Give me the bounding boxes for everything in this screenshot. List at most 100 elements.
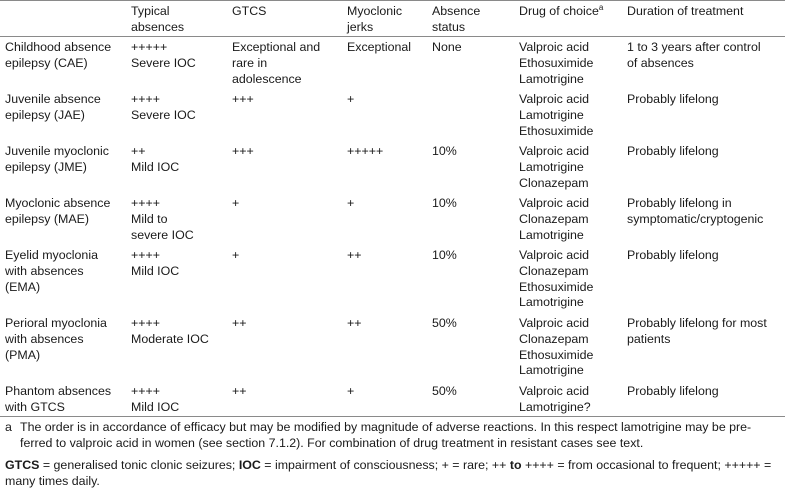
cell-syndrome: Childhood absence epilepsy (CAE) [5,40,111,72]
cell-drug-of-choice: Valproic acid Ethosuximide Lamotrigine [519,40,593,87]
cell-syndrome: Juvenile absence epilepsy (JAE) [5,92,101,124]
cell-line: Mild IOC [131,263,180,278]
cell-line: 50% [432,316,457,330]
cell-line: Ethosuximide [519,279,594,294]
cell-duration: 1 to 3 years after control of absences [627,40,761,72]
header-drug-of-choice: Drug of choicea [519,3,604,19]
cell-typical-absences: ++++ Severe IOC [131,92,196,124]
cell-myoclonic-jerks: ++ [347,316,361,332]
cell-line: Lamotrigine [519,71,584,86]
cell-myoclonic-jerks: ++ [347,248,361,264]
header-typical-absences: Typical absences [131,4,185,34]
cell-line: Clonazepam [519,175,589,190]
cell-syndrome: Myoclonic absence epilepsy (MAE) [5,196,110,228]
cell-typical-absences: ++++ Mild IOC [131,248,179,280]
cell-gtcs: + [232,196,239,212]
cell-line: +++ [232,92,254,106]
cell-drug-of-choice: Valproic acid Lamotrigine? [519,384,591,416]
cell-line: rare in [232,55,268,70]
cell-line: Severe IOC [131,107,196,122]
cell-line: Lamotrigine [519,227,584,242]
footnote-a-line: ferred to valproic acid in women (see se… [20,435,644,450]
cell-myoclonic-jerks: + [347,196,354,212]
cell-line: with absences [5,331,84,346]
cell-absence-status: 10% [432,196,457,212]
cell-line: ++++ [131,196,160,210]
cell-syndrome: Eyelid myoclonia with absences (EMA) [5,248,98,295]
cell-typical-absences: ++++ Mild to severe IOC [131,196,194,243]
cell-line: epilepsy (MAE) [5,211,90,226]
cell-line: + [347,384,355,398]
cell-line: Valproic acid [519,316,590,330]
legend-to-word: to [509,458,522,472]
table-bottom-rule [0,416,785,417]
cell-line: (EMA) [5,279,41,294]
cell-line: Clonazepam [519,263,589,278]
cell-duration: Probably lifelong [627,92,719,108]
cell-line: Ethosuximide [519,347,594,362]
cell-line: + [232,196,240,210]
footnote-a-line: The order is in accordance of efficacy b… [20,420,752,434]
cell-line: Valproic acid [519,92,590,106]
cell-gtcs: +++ [232,92,254,108]
cell-line: ++ [131,144,146,158]
cell-syndrome: Juvenile myoclonic epilepsy (JME) [5,144,109,176]
cell-line: Lamotrigine? [519,399,591,414]
cell-line: patients [627,331,671,346]
legend-gtcs-term: GTCS [5,458,40,472]
footnote-a-mark: a [5,420,12,434]
cell-absence-status: 50% [432,384,457,400]
header-duration: Duration of treatment [627,4,744,18]
cell-line: Probably lifelong for most [627,316,767,330]
header-gtcs: GTCS [232,4,267,18]
cell-line: + [347,196,355,210]
cell-drug-of-choice: Valproic acid Clonazepam Ethosuximide Lamot… [519,316,593,379]
cell-line: epilepsy (CAE) [5,55,88,70]
cell-line: 10% [432,248,457,262]
cell-line: Moderate IOC [131,331,209,346]
cell-line: Probably lifelong [627,248,719,262]
cell-line: 10% [432,196,457,210]
cell-absence-status: None [432,40,462,56]
cell-line: Phantom absences [5,384,112,398]
cell-line: of absences [627,55,694,70]
cell-gtcs: + [232,248,239,264]
cell-line: Probably lifelong [627,92,719,106]
legend-ioc-def: = impairment of consciousness; + = rare;… [260,458,510,472]
cell-line: Perioral myoclonia [5,316,107,330]
cell-line: Eyelid myoclonia [5,248,98,262]
legend-range-def: ++++ = from occasional to frequent; ++++… [521,458,772,472]
cell-line: Exceptional and [232,40,321,54]
cell-drug-of-choice: Valproic acid Lamotrigine Clonazepam [519,144,589,191]
cell-line: Lamotrigine [519,107,584,122]
cell-line: ++ [232,384,247,398]
cell-absence-status: 50% [432,316,457,332]
cell-line: ++++ [131,248,160,262]
cell-duration: Probably lifelong for most patients [627,316,767,348]
cell-duration: Probably lifelong [627,384,719,400]
cell-typical-absences: ++++ Mild IOC [131,384,179,416]
cell-absence-status: 10% [432,248,457,264]
cell-line: Childhood absence [5,40,112,54]
cell-line: None [432,40,462,54]
cell-line: Juvenile myoclonic [5,144,109,158]
cell-line: 1 to 3 years after control [627,40,761,54]
cell-line: ++ [232,316,247,330]
table-header-rule [0,36,785,37]
cell-gtcs: Exceptional and rare in adolescence [232,40,320,87]
cell-line: Mild IOC [131,399,180,414]
cell-line: Valproic acid [519,144,590,158]
cell-line: + [232,248,240,262]
cell-drug-of-choice: Valproic acid Clonazepam Ethosuximide Lamot… [519,248,593,311]
cell-duration: Probably lifelong in symptomatic/cryptoge… [627,196,763,228]
cell-line: Valproic acid [519,384,590,398]
cell-line: epilepsy (JME) [5,159,87,174]
cell-line: (PMA) [5,347,41,362]
cell-line: +++++ [347,144,384,158]
cell-line: ++++ [131,384,160,398]
cell-line: +++ [232,144,254,158]
cell-line: Mild to [131,211,168,226]
abbreviation-legend: GTCS = generalised tonic clonic seizures… [5,458,781,490]
cell-line: ++ [347,316,362,330]
cell-line: adolescence [232,71,302,86]
